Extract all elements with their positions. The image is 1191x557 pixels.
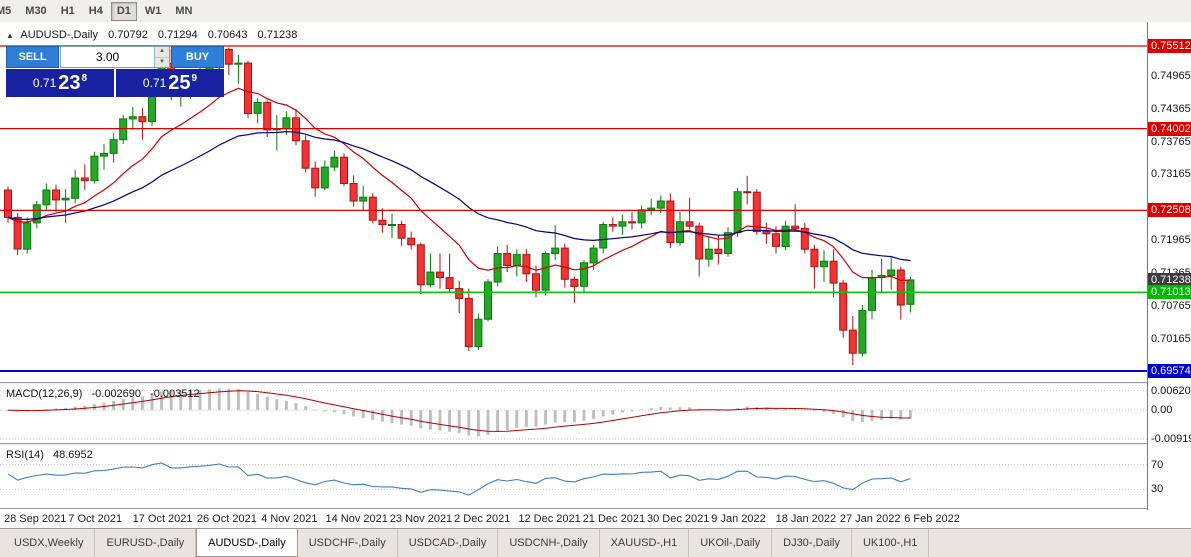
price-axis-label: 0.73165 — [1151, 168, 1191, 181]
macd-value-signal: -0.003512 — [150, 388, 200, 400]
date-axis-label: 17 Oct 2021 — [132, 513, 193, 525]
tab-xauusd-h1[interactable]: XAUUSD-,H1 — [600, 529, 690, 557]
sell-price-big-digits: 23 — [58, 72, 81, 94]
sell-button[interactable]: SELL — [6, 46, 59, 68]
tab-usdchf-daily[interactable]: USDCHF-,Daily — [298, 529, 398, 557]
date-axis-label: 4 Nov 2021 — [261, 513, 318, 525]
price-axis-badge: 0.74002 — [1148, 121, 1191, 136]
date-axis-label: 2 Dec 2021 — [454, 513, 511, 525]
rsi-axis-label: 30 — [1151, 483, 1164, 496]
tab-usdcnh-daily[interactable]: USDCNH-,Daily — [498, 529, 600, 557]
ohlc-close: 0.71238 — [257, 29, 298, 41]
chart-window: ▲ AUDUSD-,Daily 0.70792 0.71294 0.70643 … — [0, 22, 1191, 528]
price-axis-badge: 0.72508 — [1148, 203, 1191, 218]
date-axis-label: 27 Jan 2022 — [839, 513, 901, 525]
timeframe-toolbar: M5M30H1H4D1W1MN — [0, 0, 1191, 23]
macd-indicator-label: MACD(12,26,9) -0.002690 -0.003512 — [6, 388, 200, 400]
volume-spinner[interactable]: ▲ ▼ — [154, 47, 169, 67]
date-axis-label: 23 Nov 2021 — [389, 513, 453, 525]
chart-symbol-period: AUDUSD-,Daily — [20, 29, 98, 41]
macd-axis-label: 0.00 — [1151, 404, 1173, 417]
tab-dj30-daily[interactable]: DJ30-,Daily — [772, 529, 852, 557]
macd-value-main: -0.002690 — [91, 388, 142, 400]
macd-signal-line — [7, 390, 911, 432]
tab-eurusd-daily[interactable]: EURUSD-,Daily — [95, 529, 197, 557]
tab-usdx-weekly[interactable]: USDX,Weekly — [3, 529, 96, 557]
panel-separator — [0, 508, 1191, 510]
tab-ukoil-daily[interactable]: UKOil-,Daily — [689, 529, 773, 557]
price-axis-label: 0.71965 — [1151, 234, 1191, 247]
date-axis-label: 12 Dec 2021 — [518, 513, 581, 525]
rsi-name: RSI(14) — [6, 449, 44, 461]
date-axis-label: 21 Dec 2021 — [582, 513, 646, 525]
macd-axis-label: -0.00919 — [1151, 432, 1191, 445]
ma-fast-line — [7, 87, 911, 282]
timeframe-button-w1[interactable]: W1 — [139, 2, 168, 21]
chart-title: ▲ AUDUSD-,Daily 0.70792 0.71294 0.70643 … — [6, 29, 297, 41]
rsi-line — [7, 462, 911, 496]
price-axis-label: 0.73765 — [1151, 135, 1191, 148]
buy-price-prefix: 0.71 — [142, 76, 167, 90]
rsi-value: 48.6952 — [52, 449, 93, 461]
ohlc-high: 0.71294 — [157, 29, 198, 41]
volume-input[interactable]: 3.00 ▲ ▼ — [60, 46, 170, 68]
date-axis-label: 26 Oct 2021 — [196, 513, 257, 525]
sell-price-pipette: 8 — [81, 73, 88, 84]
panel-separator[interactable] — [0, 443, 1191, 446]
date-axis-label: 9 Jan 2022 — [711, 513, 766, 525]
timeframe-button-m5[interactable]: M5 — [0, 2, 17, 21]
date-axis[interactable]: 28 Sep 2021 7 Oct 2021 17 Oct 2021 26 Oct 2… — [0, 510, 1147, 528]
rsi-axis-label: 70 — [1151, 458, 1164, 471]
price-axis[interactable]: 0.749650.743650.737650.731650.719650.713… — [1147, 22, 1191, 510]
timeframe-button-h1[interactable]: H1 — [55, 2, 81, 21]
date-axis-label: 6 Feb 2022 — [904, 513, 960, 525]
price-axis-badge: 0.69574 — [1148, 363, 1191, 378]
ohlc-open: 0.70792 — [108, 29, 148, 41]
timeframe-button-h4[interactable]: H4 — [83, 2, 109, 21]
price-axis-badge: 0.71238 — [1148, 272, 1191, 287]
sell-price-prefix: 0.71 — [32, 76, 57, 90]
volume-value: 3.00 — [95, 50, 120, 64]
rsi-panel-canvas[interactable] — [0, 446, 1147, 508]
tab-usdcad-daily[interactable]: USDCAD-,Daily — [398, 529, 499, 557]
date-axis-label: 30 Dec 2021 — [647, 513, 710, 525]
timeframe-button-mn[interactable]: MN — [169, 2, 198, 21]
panel-separator[interactable] — [0, 382, 1191, 385]
macd-name: MACD(12,26,9) — [6, 388, 83, 400]
ohlc-low: 0.70643 — [207, 29, 248, 41]
macd-axis-label: 0.00620 — [1151, 384, 1191, 397]
buy-price-display[interactable]: 0.71 25 9 — [116, 69, 224, 97]
tab-uk100-h1[interactable]: UK100-,H1 — [852, 529, 930, 557]
macd-panel-canvas[interactable] — [0, 385, 1147, 443]
timeframe-button-d1[interactable]: D1 — [110, 1, 137, 21]
spinner-up-icon[interactable]: ▲ — [155, 47, 169, 58]
collapse-one-click-arrow-icon[interactable]: ▲ — [6, 31, 14, 40]
price-chart-canvas[interactable] — [0, 22, 1147, 382]
date-axis-label: 18 Jan 2022 — [775, 513, 837, 525]
ma-slow-line — [7, 130, 911, 262]
price-axis-badge: 0.75512 — [1148, 39, 1191, 53]
date-axis-label: 14 Nov 2021 — [325, 513, 388, 525]
price-axis-badge: 0.71013 — [1148, 285, 1191, 300]
price-axis-label: 0.70165 — [1151, 332, 1191, 345]
macd-histogram — [6, 388, 912, 437]
buy-price-big-digits: 25 — [168, 72, 191, 94]
one-click-trading-widget: SELL 3.00 ▲ ▼ BUY 0.71 23 8 0.71 25 9 — [6, 46, 224, 97]
buy-price-pipette: 9 — [191, 73, 198, 84]
symbol-tab-bar: USDX,Weekly EURUSD-,Daily AUDUSD-,Daily USD… — [0, 528, 1191, 557]
price-axis-label: 0.74365 — [1151, 102, 1191, 115]
rsi-indicator-label: RSI(14) 48.6952 — [6, 449, 93, 461]
buy-button[interactable]: BUY — [171, 46, 224, 68]
date-axis-label: 7 Oct 2021 — [68, 513, 123, 525]
tab-audusd-daily[interactable]: AUDUSD-,Daily — [196, 528, 298, 557]
price-axis-label: 0.74965 — [1151, 69, 1191, 82]
price-axis-label: 0.70765 — [1151, 299, 1191, 312]
date-axis-label: 28 Sep 2021 — [4, 513, 67, 525]
sell-price-display[interactable]: 0.71 23 8 — [6, 69, 114, 97]
spinner-down-icon[interactable]: ▼ — [155, 57, 169, 67]
timeframe-button-m30[interactable]: M30 — [19, 2, 52, 21]
